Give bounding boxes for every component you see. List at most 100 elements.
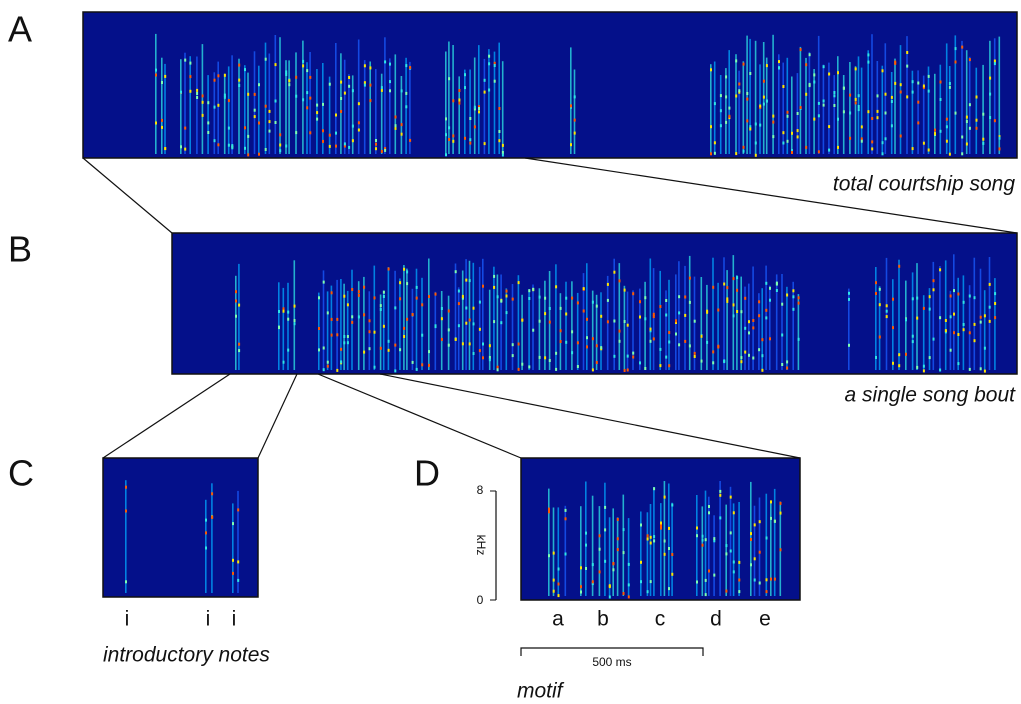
- spectro-band: [528, 289, 530, 370]
- spectro-spot: [940, 81, 942, 84]
- spectro-band: [833, 75, 835, 154]
- spectro-spot: [763, 96, 765, 99]
- spectro-spot: [479, 301, 481, 304]
- spectro-band: [879, 286, 881, 370]
- spectro-spot: [912, 147, 914, 150]
- spectro-spot: [494, 80, 496, 83]
- spectro-spot: [898, 364, 900, 367]
- spectro-spot: [592, 563, 594, 566]
- spectro-spot: [946, 118, 948, 121]
- spectro-spot: [782, 142, 784, 145]
- spectro-spot: [580, 566, 582, 569]
- spectro-spot: [489, 344, 491, 347]
- spectro-spot: [331, 334, 333, 337]
- caption: a single song bout: [845, 384, 1017, 407]
- spectro-spot: [435, 293, 437, 296]
- spectro-spot: [763, 103, 765, 106]
- spectro-band: [624, 286, 626, 370]
- spectro-spot: [867, 110, 869, 113]
- spectro-spot: [949, 86, 951, 89]
- spectro-spot: [539, 356, 541, 359]
- spectro-spot: [994, 60, 996, 63]
- spectro-band: [984, 290, 986, 370]
- spectro-band: [482, 259, 484, 370]
- spectro-band: [957, 278, 959, 370]
- spectro-spot: [969, 127, 971, 130]
- spectro-spot: [574, 132, 576, 135]
- spectro-spot: [347, 341, 349, 344]
- spectro-spot: [706, 311, 708, 314]
- spectro-spot: [484, 91, 486, 94]
- spectro-spot: [955, 47, 957, 50]
- spectro-spot: [388, 340, 390, 343]
- spectro-spot: [748, 320, 750, 323]
- spectro-band: [612, 508, 614, 596]
- spectro-spot: [761, 369, 763, 372]
- spectro-spot: [886, 304, 888, 307]
- spectro-spot: [769, 299, 771, 302]
- spectro-spot: [805, 93, 807, 96]
- spectro-spot: [528, 297, 530, 300]
- spectro-spot: [953, 331, 955, 334]
- spectro-spot: [421, 334, 423, 337]
- spectro-spot: [875, 356, 877, 359]
- spectro-spot: [189, 90, 191, 93]
- spectro-spot: [684, 314, 686, 317]
- spectro-spot: [288, 79, 290, 82]
- spectro-band: [627, 292, 629, 370]
- spectro-spot: [238, 79, 240, 82]
- spectro-spot: [389, 63, 391, 66]
- spectro-spot: [322, 103, 324, 106]
- spectro-spot: [441, 307, 443, 310]
- spectro-spot: [714, 152, 716, 155]
- spectro-band: [761, 288, 763, 370]
- spectro-spot: [549, 359, 551, 362]
- spectro-spot: [837, 118, 839, 121]
- spectro-spot: [484, 142, 486, 145]
- spectro-band: [549, 271, 551, 370]
- spectro-band: [989, 41, 991, 154]
- spectro-spot: [205, 531, 207, 534]
- spectro-band: [247, 73, 249, 154]
- spectro-spot: [448, 328, 450, 331]
- spectro-spot: [294, 305, 296, 308]
- spectro-band: [565, 282, 567, 370]
- spectro-band: [403, 265, 405, 370]
- spectro-spot: [287, 311, 289, 314]
- spectro-spot: [306, 69, 308, 72]
- spectro-spot: [548, 554, 550, 557]
- spectro-spot: [235, 300, 237, 303]
- spectro-spot: [828, 125, 830, 128]
- spectro-band: [309, 52, 311, 154]
- spectro-spot: [766, 100, 768, 103]
- spectro-spot: [401, 123, 403, 126]
- spectro-spot: [395, 127, 397, 130]
- spectro-spot: [961, 152, 963, 155]
- spectro-spot: [885, 137, 887, 140]
- spectro-spot: [288, 83, 290, 86]
- spectro-spot: [877, 94, 879, 97]
- spectro-spot: [994, 292, 996, 295]
- spectro-spot: [380, 304, 382, 307]
- spectro-spot: [705, 593, 707, 596]
- spectro-spot: [984, 347, 986, 350]
- spectro-spot: [232, 572, 234, 575]
- spectro-spot: [555, 352, 557, 355]
- spectro-spot: [736, 276, 738, 279]
- spectro-spot: [474, 125, 476, 128]
- spectro-band: [855, 66, 857, 154]
- spectro-spot: [403, 335, 405, 338]
- spectro-band: [401, 76, 403, 154]
- spectro-band: [323, 270, 325, 370]
- spectro-spot: [358, 102, 360, 105]
- spectro-spot: [599, 534, 601, 537]
- spectro-spot: [791, 132, 793, 135]
- spectro-spot: [720, 124, 722, 127]
- spectro-band: [849, 62, 851, 154]
- syllable-label: e: [759, 608, 771, 631]
- spectro-spot: [906, 95, 908, 98]
- spectro-spot: [813, 81, 815, 84]
- spectro-spot: [380, 308, 382, 311]
- spectro-spot: [217, 74, 219, 77]
- spectro-spot: [855, 67, 857, 70]
